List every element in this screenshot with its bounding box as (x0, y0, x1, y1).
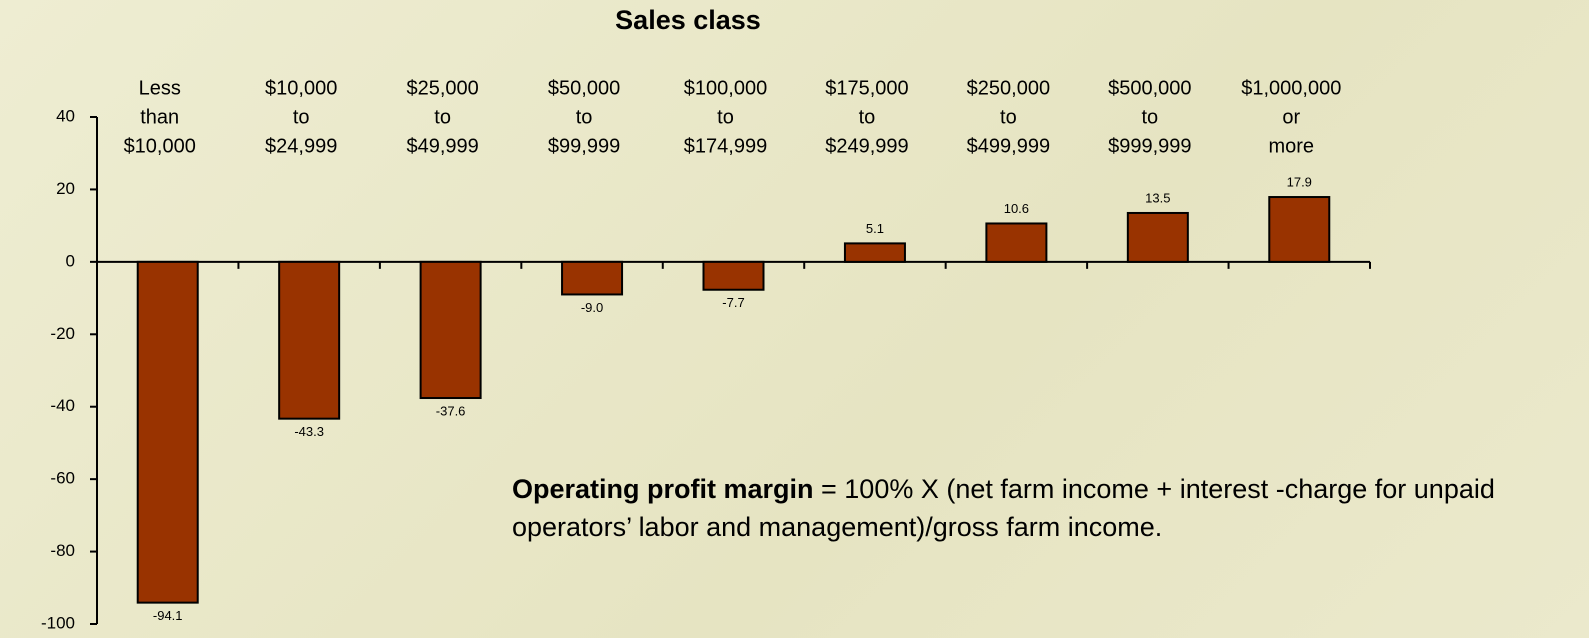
y-tick-label: -60 (50, 469, 75, 488)
bar (985, 222, 1048, 263)
annotation: Operating profit margin = 100% X (net fa… (512, 470, 1582, 546)
value-label: 13.5 (1145, 190, 1170, 205)
x-tick-label: to (576, 106, 593, 128)
x-tick-label: $100,000 (684, 77, 767, 99)
value-label: -37.6 (436, 403, 466, 418)
x-tick-label: $174,999 (684, 135, 767, 157)
bar (278, 260, 341, 420)
y-tick-label: -100 (41, 613, 75, 632)
bar (1268, 196, 1331, 263)
x-tick-label: to (1141, 106, 1158, 128)
x-tick-label: more (1268, 135, 1314, 157)
x-tick-label: to (859, 106, 876, 128)
x-tick-label: to (434, 106, 451, 128)
x-tick-label: $24,999 (265, 135, 337, 157)
x-tick-label: $500,000 (1108, 77, 1191, 99)
value-label: -94.1 (153, 608, 183, 623)
x-tick-label: $250,000 (967, 77, 1050, 99)
x-tick-label: to (717, 106, 734, 128)
x-tick-label: $10,000 (265, 77, 337, 99)
x-tick-label: $50,000 (548, 77, 620, 99)
value-label: -43.3 (294, 424, 324, 439)
y-tick-label: 20 (56, 179, 75, 198)
x-tick-label: Less (139, 77, 181, 99)
annotation-bold: Operating profit margin (512, 474, 814, 504)
bar (136, 260, 199, 604)
x-tick-label: $1,000,000 (1241, 77, 1341, 99)
y-tick-label: -40 (50, 396, 75, 415)
x-tick-label: $499,999 (967, 135, 1050, 157)
bar (843, 242, 906, 263)
y-tick-label: -20 (50, 324, 75, 343)
bar (702, 260, 765, 291)
x-tick-label: $175,000 (825, 77, 908, 99)
value-label: -9.0 (581, 300, 603, 315)
y-tick-label: -80 (50, 541, 75, 560)
y-tick-label: 40 (56, 106, 75, 125)
value-label: 5.1 (866, 221, 884, 236)
bar (1126, 211, 1189, 263)
x-tick-label: $99,999 (548, 135, 620, 157)
bar (561, 260, 624, 296)
x-tick-label: than (140, 106, 179, 128)
x-tick-label: to (1000, 106, 1017, 128)
x-tick-label: or (1282, 106, 1300, 128)
x-tick-label: $49,999 (406, 135, 478, 157)
chart-title: Sales class (615, 5, 761, 35)
annotation-text: = 100% X (net farm income + interest -ch… (512, 474, 1495, 542)
value-label: -7.7 (722, 295, 744, 310)
x-tick-label: $999,999 (1108, 135, 1191, 157)
y-tick-label: 0 (66, 251, 75, 270)
bar (419, 260, 482, 400)
x-tick-label: $25,000 (406, 77, 478, 99)
value-label: 17.9 (1287, 174, 1312, 189)
x-tick-label: $10,000 (124, 135, 196, 157)
x-tick-label: $249,999 (825, 135, 908, 157)
x-tick-label: to (293, 106, 310, 128)
value-label: 10.6 (1004, 201, 1029, 216)
